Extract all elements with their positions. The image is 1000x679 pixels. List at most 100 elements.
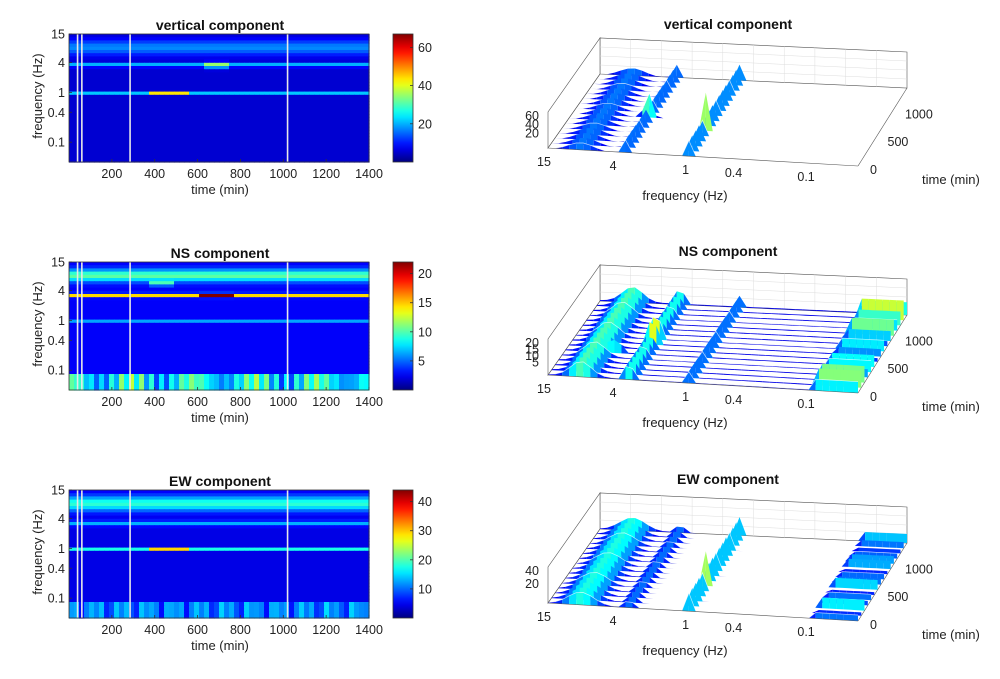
heatmap-cell [89,265,95,269]
heatmap-cell [334,490,340,494]
heatmap-cell [169,120,175,125]
heatmap-cell [149,377,155,381]
heatmap-cell [199,59,205,64]
heatmap-cell [119,88,125,93]
heatmap-cell [179,367,185,372]
heatmap-cell [289,82,295,86]
heatmap-cell [264,139,270,144]
heatmap-cell [119,37,125,41]
heatmap-cell [119,326,125,330]
heatmap-cell [309,335,315,340]
heatmap-cell [219,271,225,276]
heatmap-cell [134,120,140,125]
heatmap-cell [124,146,130,150]
heatmap-cell [319,136,325,141]
heatmap-cell [279,290,285,295]
heatmap-cell [189,43,195,48]
heatmap-cell [139,310,145,314]
heatmap-cell [259,66,265,70]
heatmap-cell [359,82,365,86]
heatmap-cell [129,62,135,67]
heatmap-cell [234,94,240,99]
heatmap-cell [274,50,280,54]
heatmap-cell [84,88,90,93]
heatmap-cell [184,101,190,105]
heatmap-cell [214,345,220,349]
heatmap-cell [289,271,295,276]
heatmap-cell [129,123,135,128]
heatmap-cell [334,66,340,70]
heatmap-cell [334,361,340,365]
heatmap-cell [174,316,180,321]
heatmap-cell [204,69,210,73]
heatmap-cell [199,265,205,269]
heatmap-cell [154,133,160,137]
heatmap-cell [199,278,205,282]
heatmap-cell [339,354,345,359]
heatmap-cell [249,370,255,375]
heatmap-cell [294,94,300,99]
heatmap-cell [119,271,125,276]
heatmap-cell [239,380,245,385]
heatmap-cell [249,46,255,51]
heatmap-cell [234,348,240,353]
heatmap-cell [219,62,225,67]
heatmap-cell [124,46,130,51]
heatmap-cell [334,316,340,321]
heatmap-cell [234,297,240,301]
heatmap-cell [364,300,370,305]
heatmap-cell [289,34,295,38]
heatmap-cell [364,104,370,109]
heatmap-cell [234,374,240,378]
heatmap-cell [244,370,250,375]
heatmap-cell [319,322,325,327]
heatmap-cell [119,313,125,317]
heatmap-cell [99,262,105,266]
heatmap-cell [314,338,320,343]
heatmap-cell [334,114,340,118]
heatmap-cell [89,158,95,163]
heatmap-cell [119,367,125,372]
heatmap-cell [189,265,195,269]
heatmap-cell [94,43,100,48]
heatmap-cell [89,303,95,308]
heatmap-cell [164,278,170,282]
heatmap-cell [169,110,175,115]
heatmap-cell [244,310,250,314]
heatmap-cell [114,40,120,45]
heatmap-cell [314,278,320,282]
heatmap-cell [159,91,165,96]
heatmap-cell [179,290,185,295]
heatmap-cell [89,361,95,365]
heatmap-cell [224,287,230,292]
heatmap-cell [239,46,245,51]
heatmap-cell [224,278,230,282]
heatmap-cell [254,348,260,353]
heatmap-cell [194,123,200,128]
heatmap-cell [259,34,265,38]
heatmap-cell [89,123,95,128]
heatmap-cell [69,62,75,67]
heatmap-cell [314,284,320,289]
heatmap-cell [129,300,135,305]
heatmap-cell [359,265,365,269]
heatmap-cell [309,493,315,497]
heatmap-cell [269,290,275,295]
heatmap-cell [179,310,185,314]
heatmap-cell [269,348,275,353]
heatmap-cell [159,110,165,115]
heatmap-cell [299,82,305,86]
heatmap-cell [99,126,105,131]
heatmap-cell [214,351,220,356]
heatmap-cell [349,46,355,51]
heatmap-cell [119,329,125,333]
heatmap-cell [139,155,145,160]
heatmap-cell [264,94,270,99]
heatmap-cell [104,367,110,372]
heatmap-cell [279,358,285,362]
heatmap-cell [314,370,320,375]
heatmap-cell [364,370,370,375]
heatmap-cell [94,354,100,359]
heatmap-cell [69,370,75,375]
x-tick-label: 1200 [312,395,340,409]
